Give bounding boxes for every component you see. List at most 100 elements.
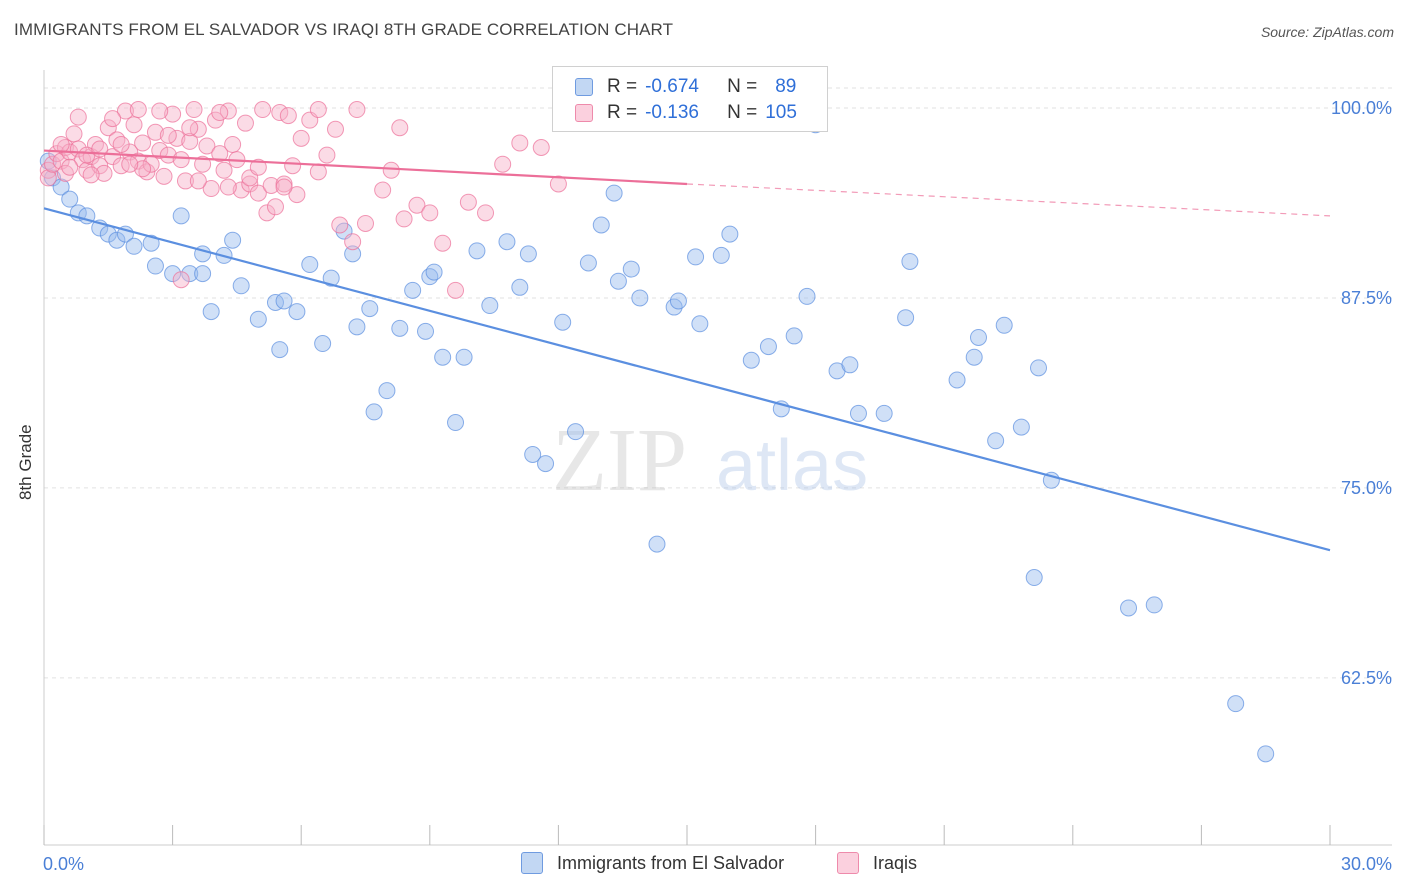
point-iraqis (284, 157, 302, 175)
legend-n-label: N = (727, 76, 758, 97)
point-el-salvador (567, 423, 585, 441)
point-iraqis (172, 151, 190, 169)
point-iraqis (549, 175, 567, 193)
point-el-salvador (841, 356, 859, 374)
point-iraqis (459, 193, 477, 211)
point-el-salvador (1025, 569, 1043, 587)
point-el-salvador (61, 190, 79, 208)
point-el-salvador (108, 231, 126, 249)
point-iraqis (112, 135, 130, 153)
point-iraqis (421, 204, 439, 222)
x-tick-label: 0.0% (43, 854, 84, 874)
point-el-salvador (498, 233, 516, 251)
point-iraqis (391, 119, 409, 137)
point-el-salvador (524, 445, 542, 463)
point-iraqis (532, 139, 550, 156)
point-iraqis (309, 101, 327, 119)
point-el-salvador (181, 265, 199, 283)
point-el-salvador (249, 310, 267, 328)
tick-labels: 100.0% 87.5% 75.0% 62.5% 0.0% 30.0% (43, 98, 1392, 874)
point-iraqis (326, 120, 344, 138)
y-tick-label: 100.0% (1331, 98, 1392, 118)
point-iraqis (254, 101, 272, 119)
point-iraqis (249, 184, 267, 202)
point-el-salvador (785, 327, 803, 345)
point-el-salvador (622, 260, 640, 278)
series-legend-label: Iraqis (873, 852, 918, 873)
point-iraqis (134, 134, 152, 152)
series-swatch-iraqis (837, 852, 859, 874)
point-el-salvador (378, 382, 396, 400)
point-el-salvador (691, 315, 709, 333)
point-el-salvador (605, 184, 623, 202)
point-el-salvador (224, 231, 242, 249)
point-el-salvador (665, 298, 683, 316)
trend-lines (43, 149, 1331, 552)
point-iraqis (318, 146, 336, 164)
y-axis-label: 8th Grade (16, 424, 35, 500)
point-el-salvador (687, 248, 705, 266)
point-iraqis (224, 135, 242, 153)
point-el-salvador (481, 297, 499, 315)
point-iraqis (69, 108, 87, 126)
point-el-salvador (288, 303, 306, 321)
point-iraqis (344, 233, 362, 251)
point-iraqis (181, 119, 199, 137)
point-el-salvador (202, 303, 220, 321)
point-el-salvador (344, 245, 362, 263)
point-el-salvador (425, 263, 443, 281)
point-el-salvador (1120, 599, 1138, 617)
point-el-salvador (52, 178, 70, 196)
point-el-salvador (1012, 418, 1030, 436)
point-el-salvador (434, 348, 452, 366)
point-el-salvador (1227, 695, 1245, 713)
point-iraqis (219, 178, 237, 196)
point-el-salvador (361, 300, 379, 318)
point-iraqis (151, 102, 169, 120)
point-el-salvador (1145, 596, 1163, 614)
point-el-salvador (271, 341, 289, 359)
series-legend-iraqis: Iraqis (837, 852, 917, 874)
point-iraqis (395, 210, 413, 228)
point-el-salvador (554, 313, 572, 331)
legend-row-iraqis: R = -0.136 N = 105 (575, 100, 797, 126)
series-legend-el-salvador: Immigrants from El Salvador (521, 852, 784, 874)
point-el-salvador (404, 281, 422, 299)
point-iraqis (408, 196, 426, 214)
point-iraqis (121, 155, 139, 173)
point-iraqis (198, 137, 216, 155)
point-el-salvador (965, 348, 983, 366)
point-iraqis (189, 120, 207, 138)
point-el-salvador (519, 245, 537, 263)
point-el-salvador (592, 216, 610, 234)
watermark-zip: ZIP (552, 411, 687, 510)
point-iraqis (129, 101, 147, 119)
trend-line-iraqis (43, 149, 688, 186)
point-iraqis (249, 158, 267, 176)
y-tick-label: 87.5% (1341, 288, 1392, 308)
point-iraqis (65, 125, 83, 143)
point-iraqis (181, 132, 199, 150)
point-el-salvador (712, 246, 730, 264)
trend-line-iraqis-extension (686, 183, 1331, 217)
legend-row-el-salvador: R = -0.674 N = 89 (575, 74, 796, 100)
point-iraqis (447, 281, 465, 299)
point-el-salvador (511, 278, 529, 296)
point-iraqis (292, 129, 310, 147)
point-iraqis (202, 180, 220, 198)
point-el-salvador (901, 252, 919, 270)
point-iraqis (172, 271, 190, 289)
point-el-salvador (849, 404, 867, 422)
point-el-salvador (648, 535, 666, 553)
point-el-salvador (948, 371, 966, 389)
point-el-salvador (897, 309, 915, 327)
point-el-salvador (314, 335, 332, 353)
point-iraqis (61, 158, 79, 176)
point-iraqis (262, 176, 280, 194)
point-iraqis (266, 198, 284, 216)
chart-title: IMMIGRANTS FROM EL SALVADOR VS IRAQI 8TH… (14, 20, 674, 39)
point-iraqis (99, 119, 117, 137)
point-el-salvador (969, 328, 987, 346)
point-iraqis (215, 161, 233, 179)
